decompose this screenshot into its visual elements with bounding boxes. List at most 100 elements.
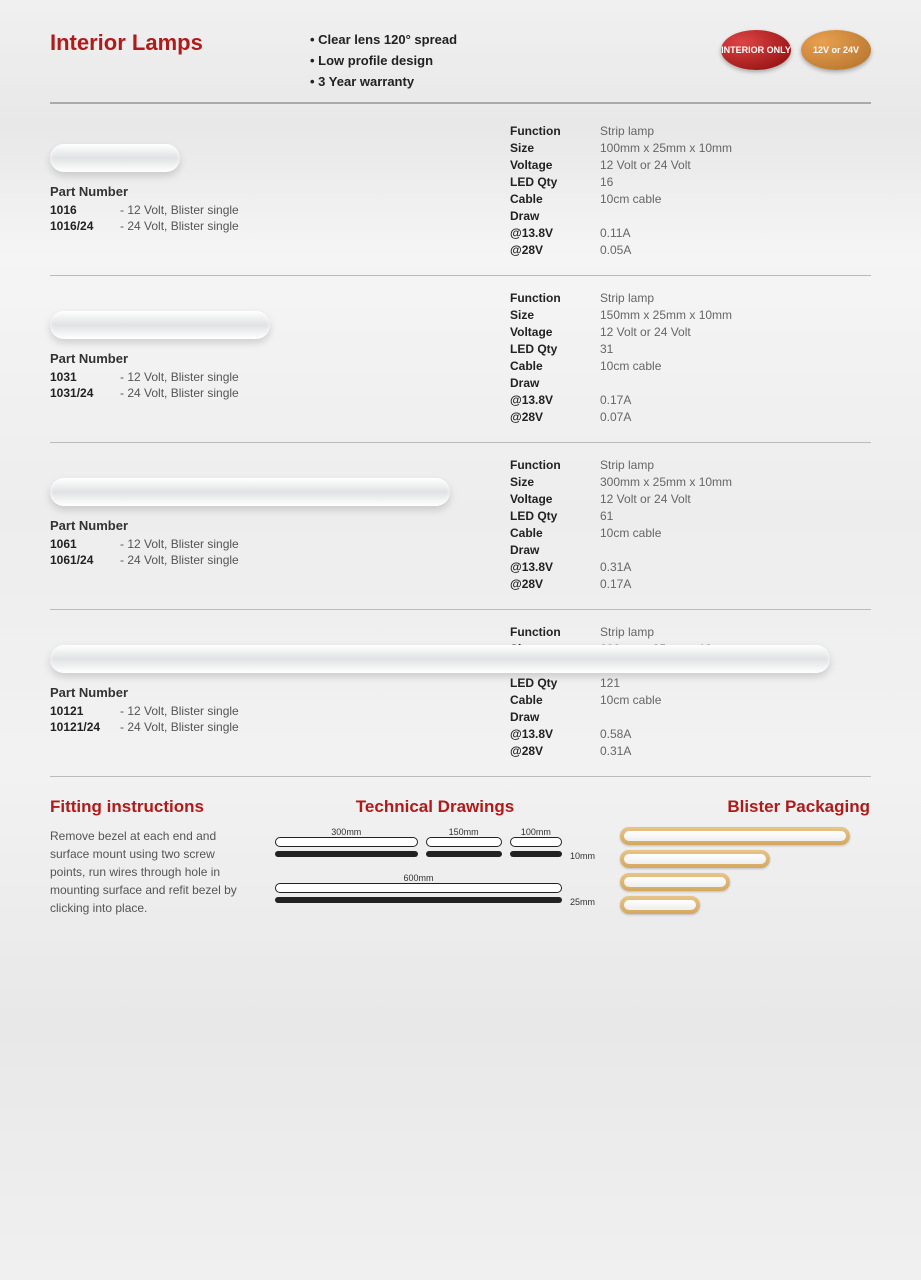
part-number: 1031/24	[50, 386, 120, 400]
spec-row: @13.8V0.31A	[510, 560, 871, 574]
blister-pack-icon	[620, 873, 730, 891]
voltage-badge: 12V or 24V	[801, 30, 871, 70]
spec-value: 10cm cable	[600, 526, 661, 540]
spec-value: 10cm cable	[600, 192, 661, 206]
spec-label: Voltage	[510, 158, 600, 172]
spec-value: 0.17A	[600, 393, 631, 407]
part-number-row: 1031/24- 24 Volt, Blister single	[50, 386, 470, 400]
spec-row: LED Qty61	[510, 509, 871, 523]
spec-label: Function	[510, 124, 600, 138]
page-title: Interior Lamps	[50, 30, 310, 56]
spec-row: Voltage12 Volt or 24 Volt	[510, 325, 871, 339]
spec-label: Size	[510, 475, 600, 489]
part-number-heading: Part Number	[50, 685, 470, 700]
spec-value: 0.11A	[600, 226, 630, 240]
spec-label: @13.8V	[510, 727, 600, 741]
fitting-title: Fitting instructions	[50, 797, 250, 817]
part-number-heading: Part Number	[50, 184, 470, 199]
tech-profile-icon	[275, 897, 562, 903]
tech-outline-icon	[275, 837, 418, 847]
spec-row: LED Qty31	[510, 342, 871, 356]
spec-row: Cable10cm cable	[510, 693, 871, 707]
spec-label: @28V	[510, 410, 600, 424]
spec-value: Strip lamp	[600, 124, 654, 138]
spec-row: Voltage12 Volt or 24 Volt	[510, 492, 871, 506]
spec-value: Strip lamp	[600, 458, 654, 472]
spec-label: LED Qty	[510, 676, 600, 690]
spec-label: Draw	[510, 710, 600, 724]
part-number-row: 10121- 12 Volt, Blister single	[50, 704, 470, 718]
part-number-heading: Part Number	[50, 351, 470, 366]
blister-pack-icon	[620, 896, 700, 914]
spec-row: Draw	[510, 710, 871, 724]
divider	[50, 609, 871, 610]
spec-label: Draw	[510, 209, 600, 223]
spec-value: 121	[600, 676, 620, 690]
tech-profile-icon	[426, 851, 502, 857]
spec-value: Strip lamp	[600, 291, 654, 305]
part-desc: - 24 Volt, Blister single	[120, 553, 239, 567]
spec-value: 31	[600, 342, 613, 356]
spec-label: LED Qty	[510, 509, 600, 523]
spec-label: Size	[510, 308, 600, 322]
spec-row: FunctionStrip lamp	[510, 458, 871, 472]
lamp-image-icon	[50, 478, 450, 506]
spec-value: 12 Volt or 24 Volt	[600, 158, 691, 172]
part-number-heading: Part Number	[50, 518, 470, 533]
spec-row: @28V0.31A	[510, 744, 871, 758]
lamp-image-icon	[50, 144, 180, 172]
part-number: 1061	[50, 537, 120, 551]
divider	[50, 275, 871, 276]
spec-row: FunctionStrip lamp	[510, 124, 871, 138]
spec-value: 0.31A	[600, 744, 631, 758]
blister-title: Blister Packaging	[620, 797, 870, 817]
spec-label: Function	[510, 291, 600, 305]
part-number-row: 1031- 12 Volt, Blister single	[50, 370, 470, 384]
tech-profile-icon	[510, 851, 562, 857]
spec-row: Size300mm x 25mm x 10mm	[510, 475, 871, 489]
spec-row: Cable10cm cable	[510, 192, 871, 206]
spec-row: Size150mm x 25mm x 10mm	[510, 308, 871, 322]
part-number: 10121/24	[50, 720, 120, 734]
spec-value: 150mm x 25mm x 10mm	[600, 308, 732, 322]
part-number-row: 1016/24- 24 Volt, Blister single	[50, 219, 470, 233]
spec-label: Voltage	[510, 492, 600, 506]
spec-value: 100mm x 25mm x 10mm	[600, 141, 732, 155]
spec-label: @28V	[510, 577, 600, 591]
lamp-image-icon	[50, 311, 270, 339]
spec-row: @28V0.07A	[510, 410, 871, 424]
spec-row: @13.8V0.17A	[510, 393, 871, 407]
interior-only-badge: INTERIOR ONLY	[721, 30, 791, 70]
tech-profile-icon	[275, 851, 418, 857]
spec-label: Size	[510, 141, 600, 155]
blister-pack-icon	[620, 850, 770, 868]
spec-value: 0.58A	[600, 727, 631, 741]
spec-row: @28V0.17A	[510, 577, 871, 591]
part-desc: - 12 Volt, Blister single	[120, 537, 239, 551]
spec-value: 300mm x 25mm x 10mm	[600, 475, 732, 489]
badge-group: INTERIOR ONLY 12V or 24V	[721, 30, 871, 70]
spec-label: Cable	[510, 359, 600, 373]
spec-label: LED Qty	[510, 175, 600, 189]
tech-title: Technical Drawings	[275, 797, 595, 817]
fitting-text: Remove bezel at each end and surface mou…	[50, 827, 250, 917]
spec-value: Strip lamp	[600, 625, 654, 639]
spec-value: 61	[600, 509, 613, 523]
spec-row: FunctionStrip lamp	[510, 625, 871, 639]
part-desc: - 24 Volt, Blister single	[120, 219, 239, 233]
spec-value: 0.31A	[600, 560, 631, 574]
spec-row: @13.8V0.58A	[510, 727, 871, 741]
spec-row: @13.8V0.11A	[510, 226, 871, 240]
part-desc: - 12 Volt, Blister single	[120, 370, 239, 384]
spec-label: Draw	[510, 376, 600, 390]
part-number-row: 1061- 12 Volt, Blister single	[50, 537, 470, 551]
part-number: 10121	[50, 704, 120, 718]
spec-label: Function	[510, 458, 600, 472]
spec-value: 10cm cable	[600, 693, 661, 707]
spec-label: @13.8V	[510, 393, 600, 407]
divider	[50, 776, 871, 777]
part-desc: - 12 Volt, Blister single	[120, 704, 239, 718]
spec-row: Draw	[510, 209, 871, 223]
fitting-instructions: Fitting instructions Remove bezel at eac…	[50, 797, 250, 919]
spec-value: 12 Volt or 24 Volt	[600, 492, 691, 506]
